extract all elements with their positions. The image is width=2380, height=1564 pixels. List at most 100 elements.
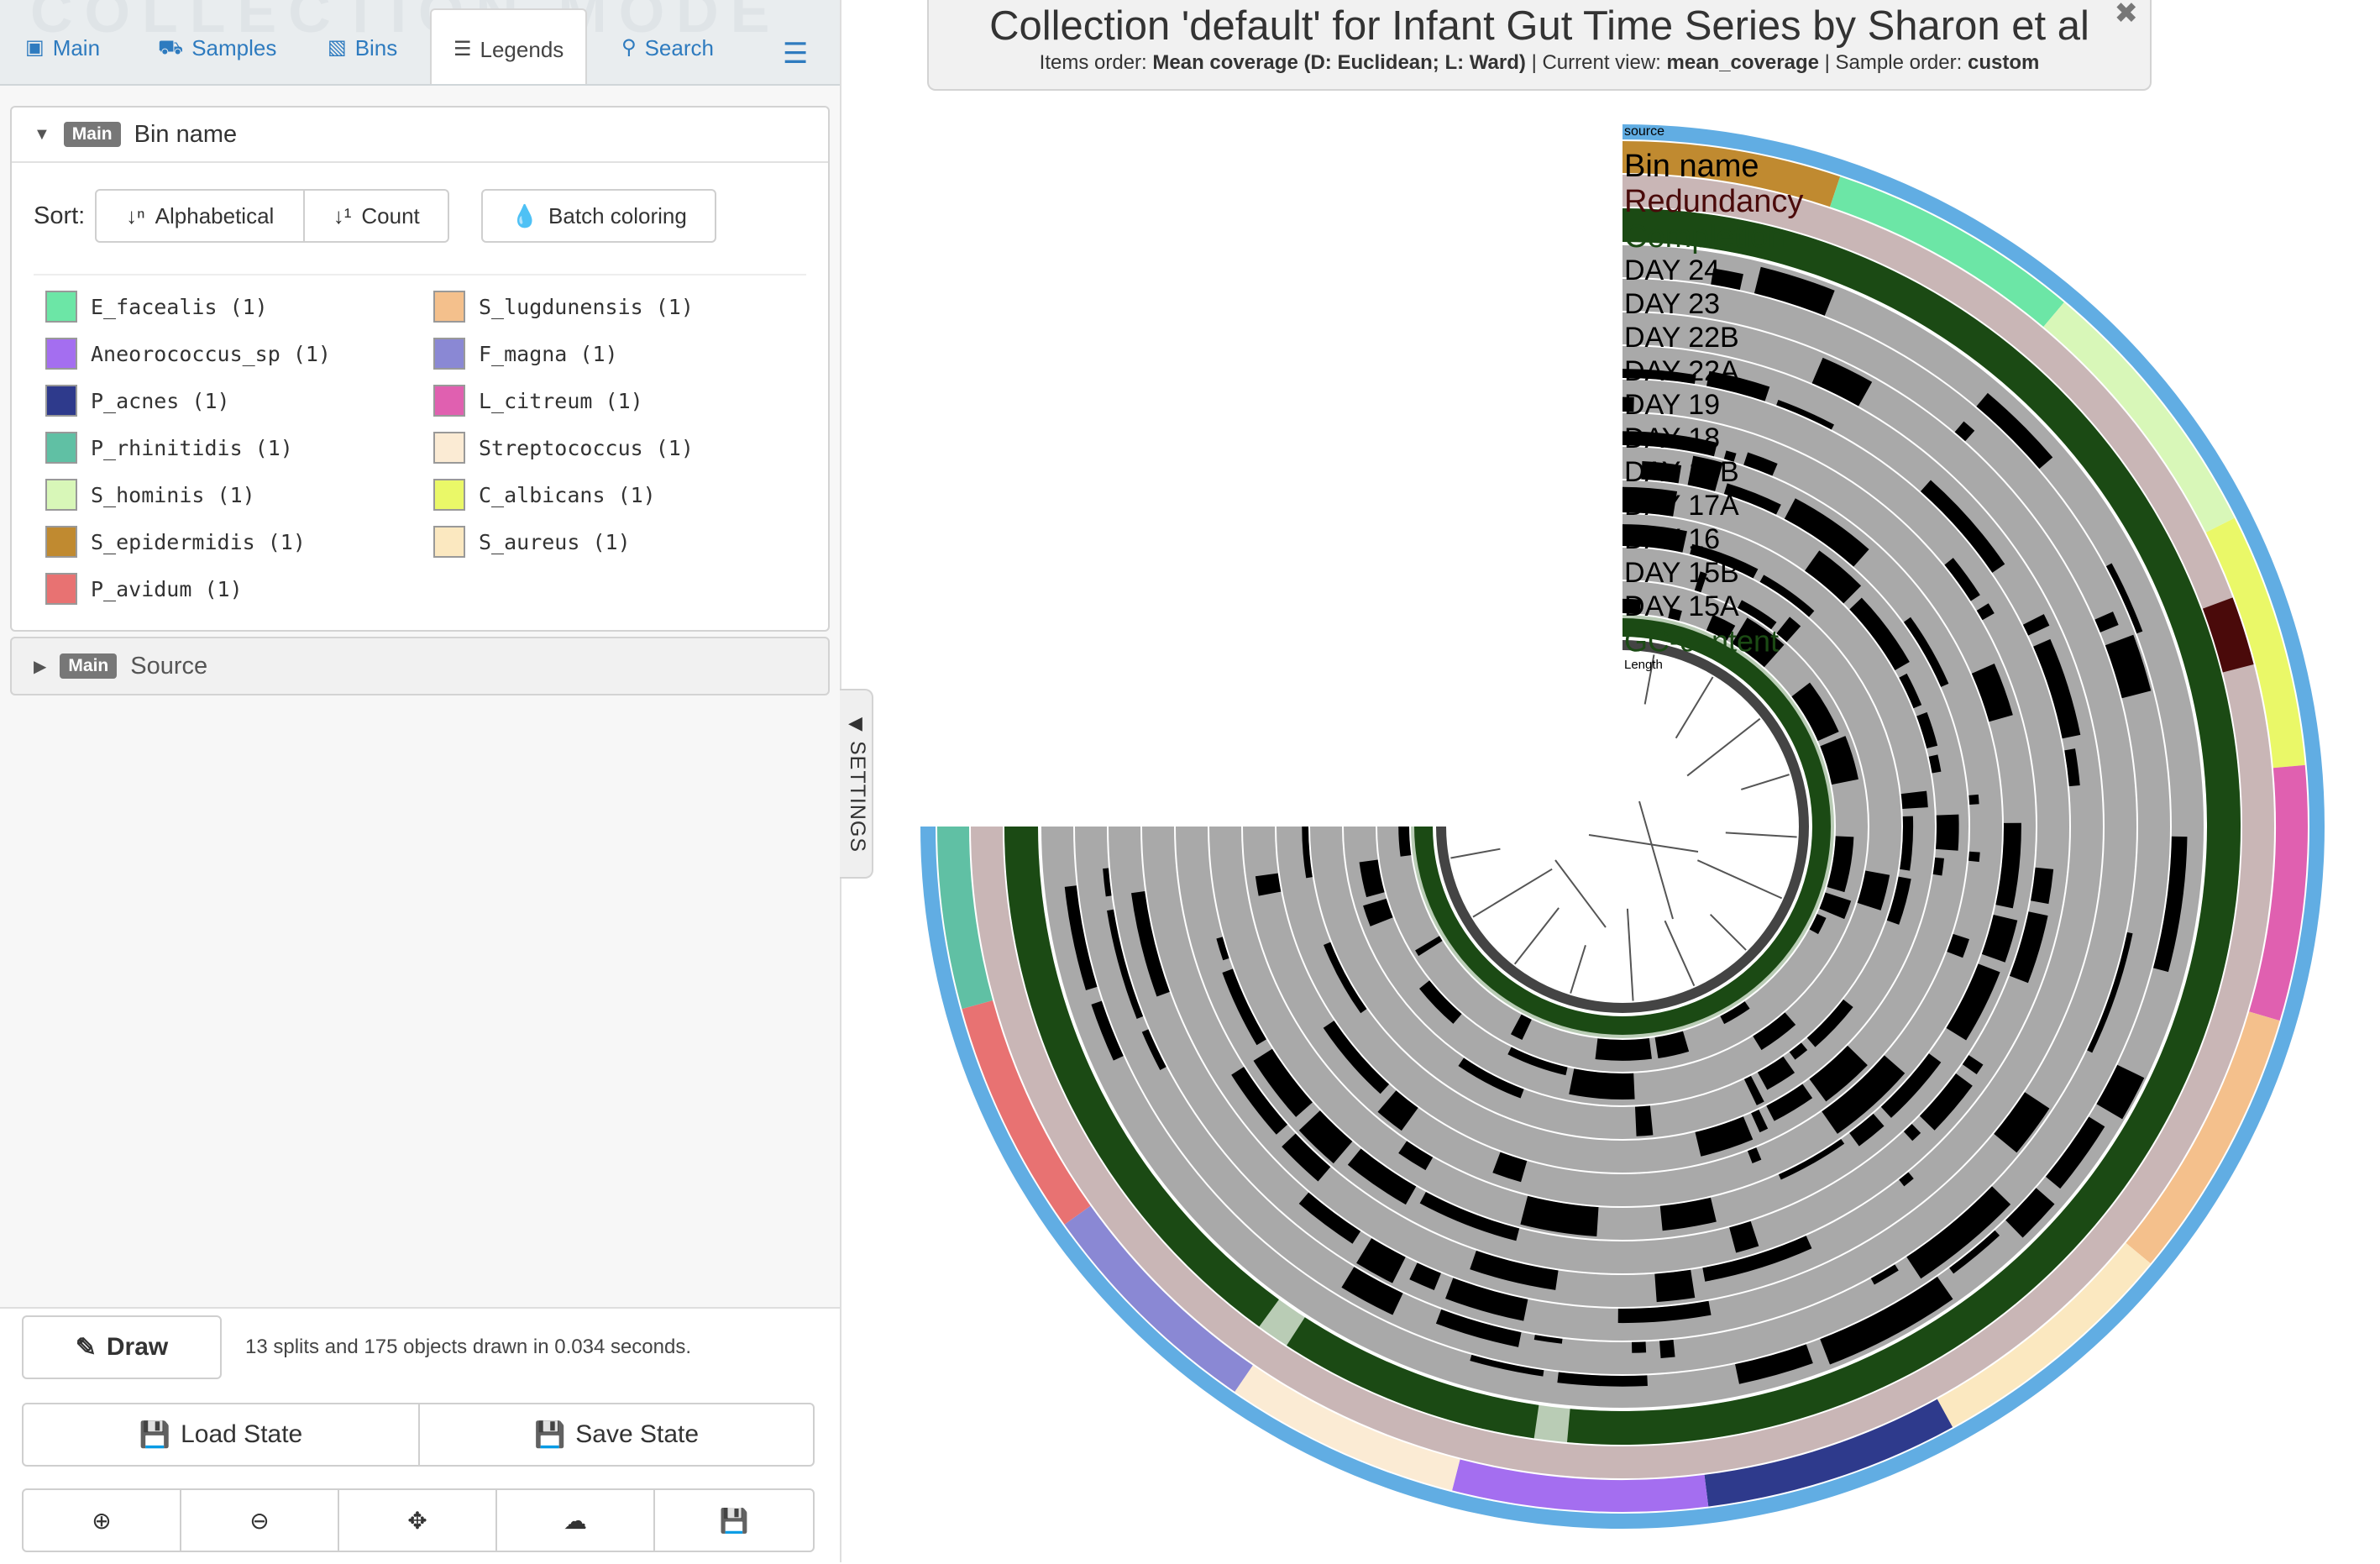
legend-panel-bin-name: ▼ Main Bin name Sort: ↓ⁿ Alphabetical ↓¹… [10, 106, 830, 632]
layer-label: GC-content [1624, 624, 1779, 659]
legend-item: Streptococcus (1) [433, 432, 694, 464]
load-state-button[interactable]: 💾 Load State [22, 1403, 420, 1467]
settings-toggle[interactable]: ◀ SETTINGS [840, 689, 873, 879]
coverage-bar [1622, 486, 1678, 517]
coverage-bar [1791, 682, 1839, 742]
coverage-bar [1822, 1055, 1906, 1134]
legend-panel-source[interactable]: ▶ Main Source [10, 637, 830, 695]
color-swatch[interactable] [433, 432, 465, 464]
coverage-bar [1510, 1014, 1532, 1041]
coverage-bar [2031, 867, 2054, 905]
tab-bins[interactable]: ▧ Bins [328, 24, 397, 84]
hamburger-icon[interactable]: ☰ [783, 38, 809, 70]
legend-panel-title: Bin name [134, 120, 238, 148]
tab-legends[interactable]: ☰ Legends [430, 8, 588, 84]
draw-label: Draw [106, 1333, 169, 1361]
coverage-bar [1976, 392, 2053, 470]
legend-item: E_facealis (1) [45, 291, 268, 323]
tab-samples[interactable]: ⛟ Samples [158, 24, 276, 84]
sample-order-label: Sample order: [1835, 51, 1963, 74]
save-state-button[interactable]: 💾 Save State [418, 1403, 815, 1467]
color-swatch[interactable] [45, 479, 77, 511]
download-button[interactable]: ☁ [495, 1488, 655, 1552]
color-swatch[interactable] [433, 526, 465, 558]
color-swatch[interactable] [433, 338, 465, 370]
coverage-bar [1622, 396, 1634, 412]
coverage-bar [1255, 873, 1282, 896]
sort-row: Sort: ↓ⁿ Alphabetical ↓¹ Count 💧 Batch c… [34, 188, 717, 244]
batch-coloring-button[interactable]: 💧 Batch coloring [481, 189, 717, 243]
coverage-bar [1398, 1141, 1434, 1171]
coverage-bar [1103, 868, 1112, 897]
coverage-bar [1819, 892, 1852, 920]
layer-label: DAY 15B [1624, 557, 1739, 589]
load-state-label: Load State [181, 1420, 303, 1448]
bin-segment [1622, 141, 1841, 207]
batch-coloring-label: Batch coloring [548, 202, 687, 228]
tree-branch [1638, 800, 1674, 920]
zoom-in-icon: ⊕ [92, 1507, 112, 1534]
coverage-bar [1809, 1045, 1868, 1102]
layer-label: Length [1624, 658, 1663, 672]
color-swatch[interactable] [45, 526, 77, 558]
length-ring [1436, 640, 1809, 1013]
tree-branch [1570, 945, 1586, 994]
layer-label: DAY 22B [1624, 322, 1739, 354]
legend-item-label: Streptococcus (1) [479, 435, 694, 460]
coverage-bar [2009, 911, 2048, 984]
sort-count-button[interactable]: ↓¹ Count [305, 189, 450, 243]
coverage-bar [2105, 634, 2152, 699]
legend-item: S_aureus (1) [433, 526, 631, 558]
tree-branch [1664, 920, 1696, 987]
collapse-triangle-icon[interactable]: ▼ [34, 124, 50, 144]
coverage-bar [1784, 498, 1869, 567]
legend-item-label: P_rhinitidis (1) [91, 435, 293, 460]
coverage-bar [1470, 1250, 1559, 1290]
sort-count-icon: ↓¹ [333, 202, 352, 228]
cars-icon: ⛟ [158, 36, 184, 59]
coverage-bar [1231, 1067, 1288, 1135]
close-icon[interactable]: ✖ [2114, 0, 2139, 29]
coverage-bar [1857, 870, 1890, 911]
bin-segment [1704, 1399, 1953, 1507]
draw-button[interactable]: ✎ Draw [22, 1315, 222, 1379]
color-swatch[interactable] [433, 479, 465, 511]
coverage-bar [1324, 942, 1367, 1014]
bin-segment [2205, 517, 2305, 769]
legend-panel-header[interactable]: ▶ Main Source [12, 638, 828, 694]
coverage-bar [1533, 1335, 1563, 1344]
color-swatch[interactable] [45, 385, 77, 417]
coverage-bar [1759, 575, 1815, 617]
sort-alphabetical-button[interactable]: ↓ⁿ Alphabetical [95, 189, 306, 243]
legend-item-label: P_avidum (1) [91, 576, 243, 601]
color-swatch[interactable] [45, 573, 77, 605]
bin-segment [1235, 1365, 1460, 1491]
color-swatch[interactable] [433, 291, 465, 323]
center-button[interactable]: ✥ [338, 1488, 497, 1552]
color-swatch[interactable] [45, 291, 77, 323]
zoom-out-button[interactable]: ⊖ [180, 1488, 339, 1552]
coverage-bar [1622, 431, 1717, 457]
color-swatch[interactable] [45, 338, 77, 370]
coverage-bar [1789, 1042, 1808, 1060]
coverage-bar [1880, 1053, 1942, 1118]
tab-main[interactable]: ▣ Main [25, 24, 100, 84]
layer-label: Bin name [1624, 149, 1759, 184]
legend-panel-header[interactable]: ▼ Main Bin name [12, 108, 828, 163]
zoom-in-button[interactable]: ⊕ [22, 1488, 181, 1552]
legend-item: S_lugdunensis (1) [433, 291, 694, 323]
tree-branch [1513, 907, 1560, 965]
current-view-label: Current view: [1542, 51, 1661, 74]
tab-search[interactable]: ⚲ Search [621, 24, 714, 84]
color-swatch[interactable] [45, 432, 77, 464]
expand-triangle-icon[interactable]: ▶ [34, 657, 47, 676]
save-svg-button[interactable]: 💾 [653, 1488, 815, 1552]
bin-segment [2043, 302, 2235, 533]
color-swatch[interactable] [433, 385, 465, 417]
sidebar: COLLECTION MODE ▣ Main ⛟ Samples ▧ Bins … [0, 0, 841, 1564]
coverage-bar [1743, 452, 1778, 476]
coverage-bar [1622, 524, 1687, 553]
view-info: Items order: Mean coverage (D: Euclidean… [929, 50, 2150, 76]
legend-item-label: P_acnes (1) [91, 388, 230, 413]
